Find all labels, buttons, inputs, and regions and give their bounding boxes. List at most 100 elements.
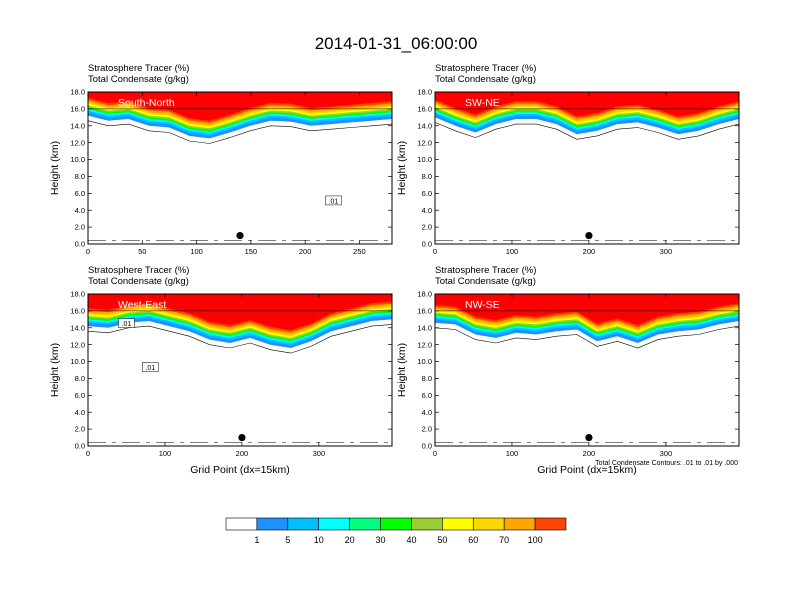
panel-title-condensate: Total Condensate (g/kg) <box>435 74 536 85</box>
panel-title-tracer: Stratosphere Tracer (%) <box>435 63 536 74</box>
panel-3: 0.0 2.0 4.0 6.0 8.0 10.0 12.0 14.0 16.0 18.0 0 100 2… <box>396 265 740 476</box>
panel-1: 0.0 2.0 4.0 6.0 8.0 10.0 12.0 14.0 16.0 18.0 0 100 2… <box>396 63 740 256</box>
labelbar-box-9 <box>503 517 536 531</box>
y-tick-label: 6.0 <box>422 391 432 400</box>
y-tick-label: 16.0 <box>70 104 85 113</box>
x-tick-label: 50 <box>138 247 146 256</box>
y-tick-label: 6.0 <box>75 189 85 198</box>
x-axis-label: Grid Point (dx=15km) <box>190 464 290 476</box>
condensate-contour <box>87 324 393 354</box>
cross-section-label: SW-NE <box>465 97 500 109</box>
panel-title-tracer: Stratosphere Tracer (%) <box>88 265 189 276</box>
y-tick-label: 4.0 <box>75 408 85 417</box>
condensate-contour <box>434 122 740 140</box>
y-tick-label: 10.0 <box>70 155 85 164</box>
y-tick-label: 12.0 <box>417 138 432 147</box>
labelbar: 1 5 10 20 30 40 50 60 70 100 <box>225 517 567 545</box>
y-tick-label: 6.0 <box>422 189 432 198</box>
panel-2: .01 .01 0.0 2.0 4.0 6.0 8.0 10.0 12.0 14.0 16.0 18.… <box>49 265 393 476</box>
location-marker <box>236 231 244 240</box>
panels: .01 0.0 2.0 4.0 6.0 8.0 10.0 12.0 14.0 16.0 18.0 0 5… <box>49 63 740 476</box>
y-tick-label: 2.0 <box>75 223 85 232</box>
labelbar-tick: 50 <box>437 535 447 545</box>
x-tick-label: 100 <box>159 449 172 458</box>
x-tick-label: 300 <box>660 247 673 256</box>
contour-label: .01 <box>122 321 132 328</box>
y-tick-label: 4.0 <box>422 206 432 215</box>
tracer-band-9 <box>88 294 392 331</box>
y-tick-label: 8.0 <box>75 172 85 181</box>
contour-note: Total Condensate Contours: .01 to .01 by… <box>595 460 738 467</box>
plot-frame <box>87 293 393 447</box>
y-tick-label: 2.0 <box>75 425 85 434</box>
x-tick-label: 200 <box>583 247 596 256</box>
labelbar-box-6 <box>411 517 443 531</box>
contour-label: .01 <box>145 365 155 372</box>
x-tick-label: 0 <box>433 449 437 458</box>
y-tick-label: 12.0 <box>417 340 432 349</box>
y-tick-label: 18.0 <box>70 88 85 97</box>
y-tick-label: 0.0 <box>75 240 85 249</box>
plot-frame <box>434 91 740 245</box>
x-tick-label: 200 <box>583 449 596 458</box>
labelbar-tick: 20 <box>345 535 355 545</box>
x-tick-label: 250 <box>353 247 366 256</box>
y-tick-label: 8.0 <box>422 374 432 383</box>
y-axis-label: Height (km) <box>49 141 61 195</box>
location-marker <box>585 231 593 240</box>
labelbar-box-2 <box>287 517 320 531</box>
labelbar-tick: 40 <box>406 535 416 545</box>
tracer-band-9 <box>435 294 739 326</box>
y-tick-label: 14.0 <box>417 121 432 130</box>
labelbar-box-0 <box>225 517 258 531</box>
contour-label-box <box>142 362 159 372</box>
y-tick-label: 0.0 <box>422 442 432 451</box>
y-tick-label: 18.0 <box>70 290 85 299</box>
x-tick-label: 300 <box>660 449 673 458</box>
y-tick-label: 0.0 <box>75 442 85 451</box>
panel-title-tracer: Stratosphere Tracer (%) <box>435 265 536 276</box>
y-tick-label: 8.0 <box>75 374 85 383</box>
x-tick-label: 100 <box>506 247 519 256</box>
labelbar-box-5 <box>380 517 412 531</box>
labelbar-box-7 <box>442 517 474 531</box>
y-tick-label: 10.0 <box>417 155 432 164</box>
y-axis-label: Height (km) <box>49 343 61 397</box>
x-tick-label: 200 <box>236 449 249 458</box>
location-marker <box>238 433 246 442</box>
location-marker <box>585 433 593 442</box>
contour-label-box <box>118 318 135 328</box>
y-tick-label: 18.0 <box>417 88 432 97</box>
y-tick-label: 4.0 <box>75 206 85 215</box>
x-tick-label: 100 <box>190 247 203 256</box>
labelbar-box-10 <box>534 517 567 531</box>
y-tick-label: 6.0 <box>75 391 85 400</box>
x-tick-label: 100 <box>506 449 519 458</box>
y-tick-label: 0.0 <box>422 240 432 249</box>
y-tick-label: 10.0 <box>70 357 85 366</box>
labelbar-tick: 70 <box>499 535 509 545</box>
labelbar-box-3 <box>318 517 350 531</box>
panel-title-tracer: Stratosphere Tracer (%) <box>88 63 189 74</box>
tracer-band-9 <box>435 92 739 117</box>
labelbar-tick: 5 <box>285 535 290 545</box>
y-tick-label: 12.0 <box>70 138 85 147</box>
labelbar-box-8 <box>472 517 505 531</box>
cross-section-label: South-North <box>118 97 175 109</box>
x-tick-label: 300 <box>313 449 326 458</box>
condensate-contour <box>87 120 393 144</box>
plot-frame <box>87 91 393 245</box>
panel-0: .01 0.0 2.0 4.0 6.0 8.0 10.0 12.0 14.0 16.0 18.0 0 5… <box>49 63 393 256</box>
y-tick-label: 16.0 <box>417 104 432 113</box>
y-tick-label: 14.0 <box>70 323 85 332</box>
tracer-band-9 <box>88 92 392 121</box>
contour-label: .01 <box>329 198 339 205</box>
labelbar-tick: 60 <box>468 535 478 545</box>
figure-title: 2014-01-31_06:00:00 <box>315 34 478 53</box>
y-tick-label: 2.0 <box>422 223 432 232</box>
labelbar-tick: 10 <box>314 535 324 545</box>
y-tick-label: 14.0 <box>70 121 85 130</box>
condensate-contour <box>434 325 740 349</box>
